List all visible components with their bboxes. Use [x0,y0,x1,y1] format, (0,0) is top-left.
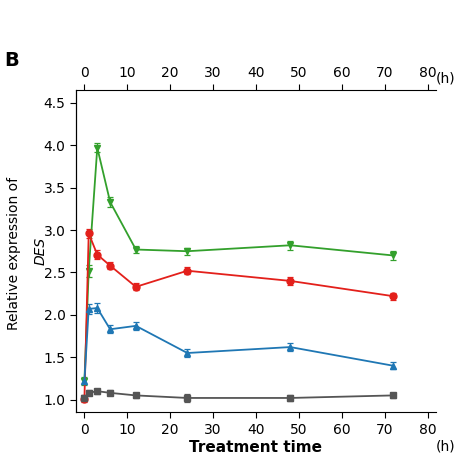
Text: B: B [4,51,18,70]
Text: (h): (h) [436,440,456,454]
Text: DES: DES [33,237,47,265]
Text: (h): (h) [436,71,456,85]
Text: Relative expression of: Relative expression of [7,173,21,330]
X-axis label: Treatment time: Treatment time [190,439,322,455]
